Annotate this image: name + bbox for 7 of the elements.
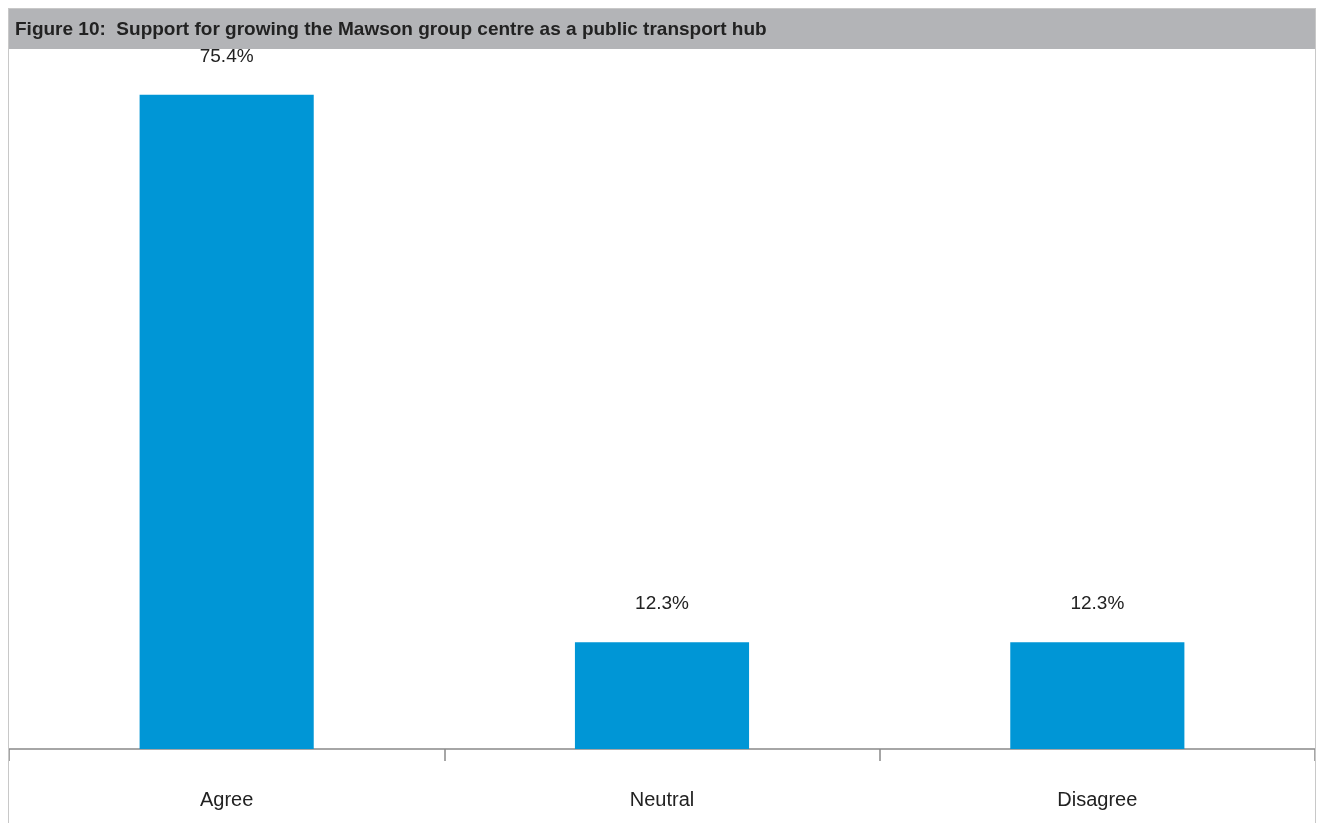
- x-tick-label: Disagree: [1057, 788, 1138, 810]
- data-label: 75.4%: [199, 44, 254, 66]
- data-label: 12.3%: [635, 592, 690, 614]
- x-tick-label: Neutral: [629, 788, 695, 810]
- x-tick-label: Agree: [199, 788, 254, 810]
- data-label: 12.3%: [1070, 592, 1125, 614]
- chart-title: Figure 10: Support for growing the Mawson group centre as a public transport hub: [15, 18, 767, 39]
